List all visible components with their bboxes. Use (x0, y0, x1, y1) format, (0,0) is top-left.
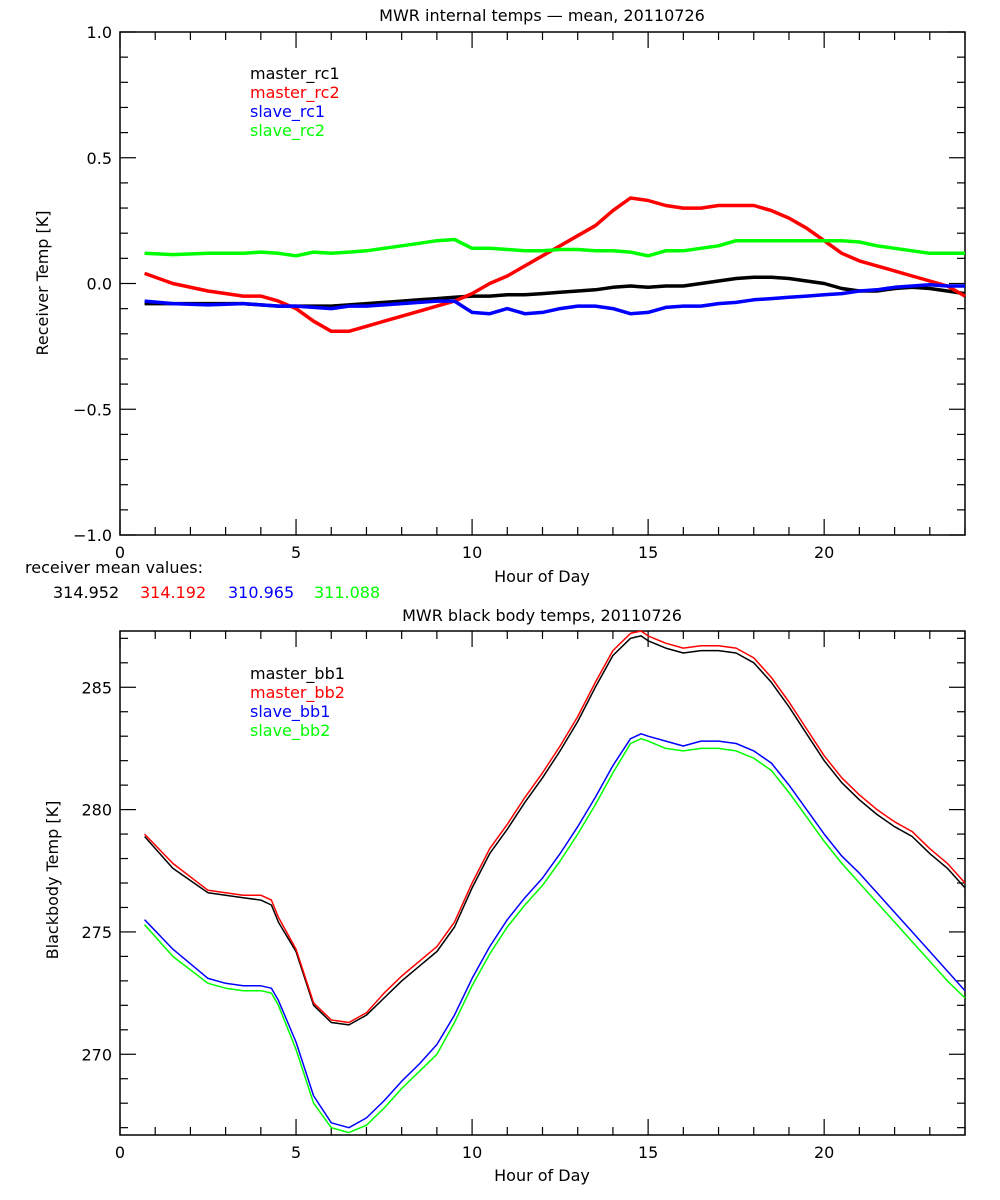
y-tick-label: 275 (81, 923, 112, 942)
legend-entry-master-bb2: master_bb2 (250, 683, 345, 703)
y-tick-label: −0.5 (73, 400, 112, 419)
series-lines (144, 196, 966, 334)
x-axis-label: Hour of Day (494, 1166, 590, 1185)
x-tick-label: 0 (115, 1143, 125, 1162)
y-tick-labels: 270 275 280 285 (81, 678, 112, 1064)
receiver-mean-value: 310.965 (228, 583, 294, 602)
plot-frame (119, 31, 966, 536)
plot-frame (119, 630, 966, 1136)
x-tick-label: 20 (814, 543, 834, 562)
series-line-master-rc1 (144, 275, 966, 308)
y-tick-label: −1.0 (73, 526, 112, 545)
series-lines (144, 630, 966, 1134)
x-tick-label: 15 (638, 543, 658, 562)
x-tick-label: 5 (291, 1143, 301, 1162)
x-tick-labels: 0 5 10 15 20 (115, 1143, 834, 1162)
chart-title: MWR internal temps — mean, 20110726 (379, 6, 705, 25)
legend-entry-slave-rc2: slave_rc2 (250, 121, 325, 141)
blackbody-temp-chart: MWR black body temps, 20110726 0 5 10 15 20 … (43, 606, 966, 1185)
series-line-slave-rc1 (144, 283, 965, 316)
axis-ticks (119, 31, 966, 536)
chart-title: MWR black body temps, 20110726 (402, 606, 682, 625)
y-tick-label: 280 (81, 801, 112, 820)
x-tick-label: 5 (291, 543, 301, 562)
series-line-slave-rc2 (144, 237, 965, 258)
series-line-master-bb1 (144, 635, 966, 1026)
legend-entry-master-rc1: master_rc1 (250, 64, 340, 84)
y-tick-label: 285 (81, 678, 112, 697)
legend-entry-slave-bb2: slave_bb2 (250, 721, 330, 741)
x-tick-label: 0 (115, 543, 125, 562)
x-tick-label: 10 (462, 543, 482, 562)
series-line-slave-bb1 (144, 733, 966, 1129)
receiver-mean-value: 314.192 (140, 583, 206, 602)
x-axis-label: Hour of Day (494, 567, 590, 586)
y-axis-label: Receiver Temp [K] (33, 210, 52, 355)
series-line-slave-bb2 (144, 737, 966, 1134)
y-tick-label: 270 (81, 1045, 112, 1064)
legend-entry-master-bb1: master_bb1 (250, 664, 345, 684)
y-axis-label: Blackbody Temp [K] (43, 801, 62, 960)
receiver-mean-label: receiver mean values: (25, 558, 203, 577)
x-tick-label: 15 (638, 1143, 658, 1162)
y-tick-labels: −1.0 −0.5 0.0 0.5 1.0 (73, 23, 112, 545)
y-tick-label: 1.0 (87, 23, 112, 42)
series-line-master-rc2 (144, 196, 966, 334)
series-line-master-bb2 (144, 630, 966, 1024)
axis-ticks (119, 631, 966, 1135)
receiver-mean-values: 314.952 314.192 310.965 311.088 (53, 583, 380, 602)
legend-entry-slave-rc1: slave_rc1 (250, 102, 325, 122)
receiver-mean-value: 314.952 (53, 583, 119, 602)
legend-entry-slave-bb1: slave_bb1 (250, 702, 330, 722)
y-tick-label: 0.5 (87, 149, 112, 168)
receiver-temp-chart: MWR internal temps — mean, 20110726 0 5 10… (25, 6, 966, 602)
legend-entry-master-rc2: master_rc2 (250, 83, 340, 103)
x-tick-label: 10 (462, 1143, 482, 1162)
receiver-mean-value: 311.088 (314, 583, 380, 602)
y-tick-label: 0.0 (87, 275, 112, 294)
x-tick-labels: 0 5 10 15 20 (115, 543, 834, 562)
x-tick-label: 20 (814, 1143, 834, 1162)
